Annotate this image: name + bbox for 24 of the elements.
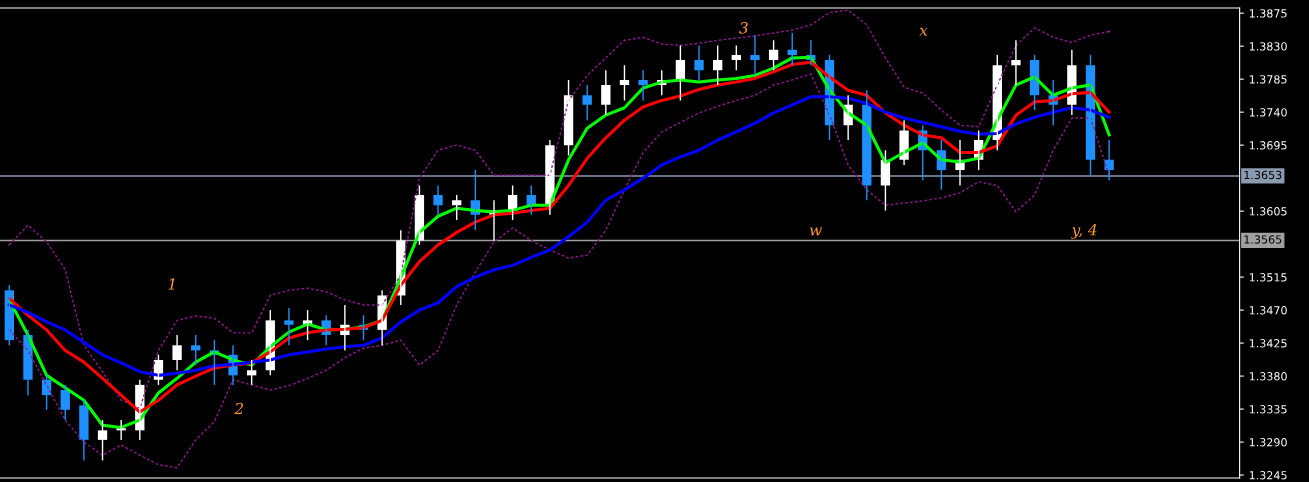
y-tick-label: 1.3515 [1249,273,1287,282]
y-tick-label: 1.3380 [1249,372,1287,381]
annotation: w [809,227,822,236]
annotation: 1 [168,278,175,290]
ref-line-label: 1.3565 [1244,235,1282,244]
y-tick-label: 1.3335 [1249,405,1287,414]
ref-line-label: 1.3653 [1244,170,1282,180]
y-tick-label: 1.3695 [1249,141,1287,150]
y-tick-label: 1.3875 [1249,9,1287,18]
point [8,243,11,246]
annotation: x [919,27,928,36]
y-tick-label: 1.3830 [1249,42,1287,51]
y-tick-label: 1.3785 [1249,75,1287,84]
y-tick-label: 1.3290 [1249,438,1287,447]
annotation: 3 [739,22,748,34]
candlestick [284,307,294,346]
y-tick-label: 1.3740 [1249,108,1287,117]
y-tick-label: 1.3470 [1249,306,1287,315]
annotation: 2 [234,402,244,415]
y-tick-label: 1.3605 [1249,207,1287,216]
y-tick-label: 1.3425 [1249,339,1287,348]
candlestick [97,419,108,462]
y-tick-label: 1.3245 [1249,471,1287,480]
annotation: y, 4 [1071,223,1097,239]
